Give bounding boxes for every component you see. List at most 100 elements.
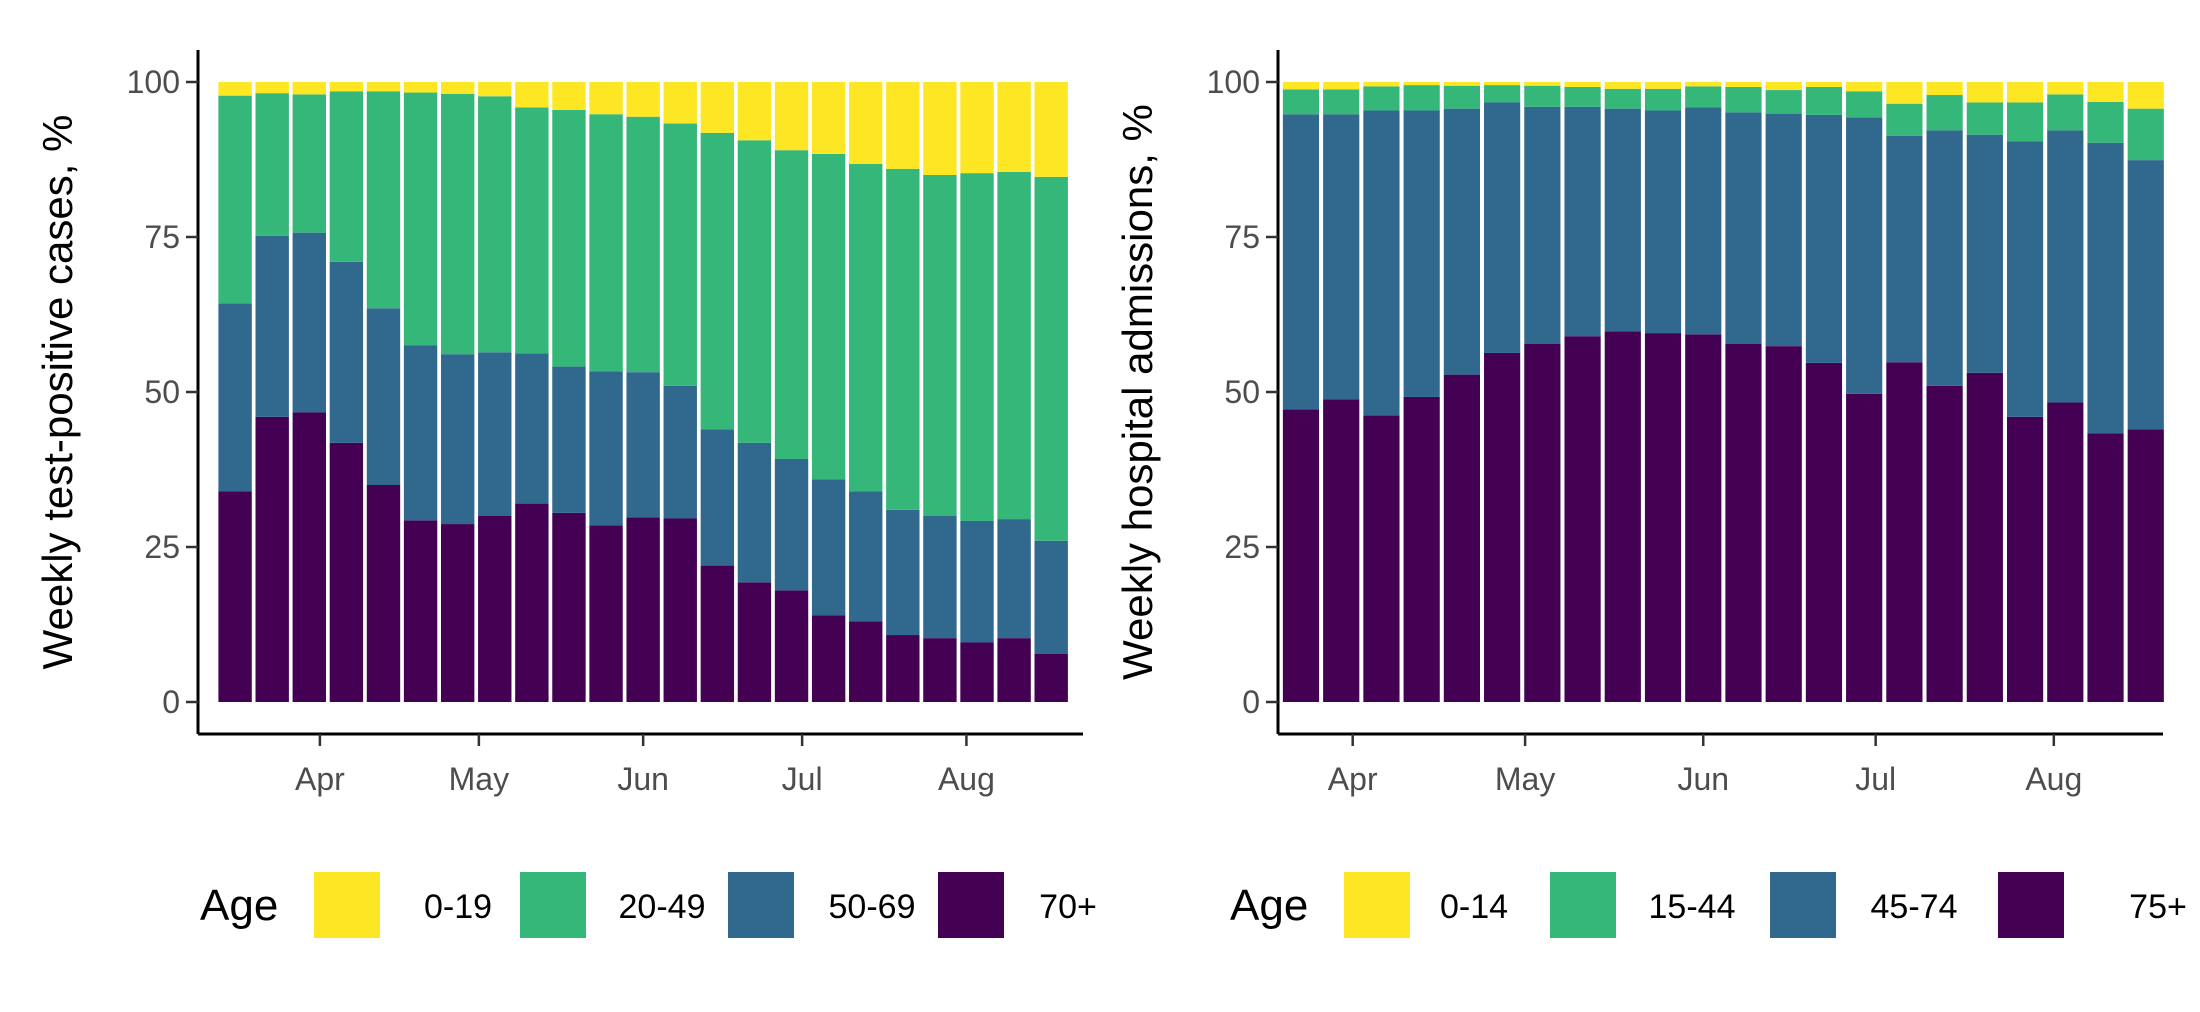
legend-swatch-0-19 — [314, 872, 380, 938]
legend-swatch-0-14 — [1344, 872, 1410, 938]
bar-15-44-2020-04-20 — [1443, 85, 1480, 109]
x-tick-label-aug: Aug — [938, 761, 995, 797]
bar-0-19-2020-05-11 — [515, 82, 549, 108]
bar-45-74-2020-05-04 — [1524, 106, 1561, 344]
bars — [218, 82, 1068, 702]
bar-0-14-2020-06-15 — [1765, 82, 1802, 91]
bar-0-14-2020-05-04 — [1524, 82, 1561, 86]
bar-0-14-2020-05-18 — [1604, 82, 1641, 89]
bar-15-44-2020-05-11 — [1564, 86, 1601, 107]
bar-0-19-2020-05-18 — [552, 82, 586, 110]
bar-75plus-2020-06-29 — [1846, 393, 1883, 702]
bar-70plus-2020-07-27 — [923, 638, 957, 702]
bar-70plus-2020-08-10 — [997, 638, 1031, 702]
bar-70plus-2020-06-08 — [663, 518, 697, 702]
bar-70plus-2020-08-03 — [960, 642, 994, 702]
bar-15-44-2020-05-04 — [1524, 85, 1561, 107]
bar-20-49-2020-07-20 — [886, 168, 920, 510]
bar-50-69-2020-07-20 — [886, 509, 920, 636]
bar-75plus-2020-04-06 — [1363, 415, 1400, 702]
legend-swatch-15-44 — [1550, 872, 1616, 938]
bar-75plus-2020-06-15 — [1765, 346, 1802, 702]
bar-20-49-2020-07-13 — [849, 163, 883, 492]
y-tick-label: 100 — [127, 64, 180, 100]
bar-0-19-2020-04-13 — [366, 82, 401, 92]
bar-45-74-2020-07-27 — [2006, 141, 2044, 417]
bar-20-49-2020-08-10 — [997, 171, 1031, 520]
bar-20-49-2020-06-22 — [737, 140, 772, 443]
bar-0-19-2020-04-20 — [403, 82, 438, 93]
bar-15-44-2020-04-06 — [1363, 86, 1400, 111]
bar-20-49-2020-03-30 — [292, 94, 326, 233]
bar-45-74-2020-08-17 — [2127, 160, 2164, 430]
legend-swatch-75plus — [1998, 872, 2064, 938]
x-tick-label-apr: Apr — [295, 761, 345, 797]
bar-75plus-2020-03-30 — [1323, 399, 1360, 702]
bar-70plus-2020-03-16 — [218, 491, 252, 702]
bar-20-49-2020-07-06 — [811, 153, 846, 480]
bar-15-44-2020-03-30 — [1323, 89, 1360, 115]
bar-20-49-2020-07-27 — [923, 175, 957, 516]
bar-45-74-2020-08-10 — [2087, 142, 2124, 434]
bar-20-49-2020-04-27 — [440, 93, 475, 355]
bar-45-74-2020-04-27 — [1484, 102, 1521, 353]
bar-0-14-2020-06-22 — [1805, 82, 1843, 87]
bar-0-19-2020-08-17 — [1034, 82, 1068, 177]
y-tick-label: 50 — [144, 374, 180, 410]
bar-0-14-2020-07-27 — [2006, 82, 2044, 103]
y-tick-label: 75 — [144, 219, 180, 255]
bar-70plus-2020-07-13 — [849, 621, 883, 702]
bar-75plus-2020-04-20 — [1443, 374, 1480, 702]
legend-label-50-69: 50-69 — [829, 888, 916, 926]
bar-45-74-2020-06-01 — [1685, 107, 1722, 335]
bar-20-49-2020-08-17 — [1034, 176, 1068, 541]
bar-15-44-2020-07-27 — [2006, 102, 2044, 142]
bar-45-74-2020-06-15 — [1765, 113, 1802, 347]
bar-15-44-2020-06-01 — [1685, 86, 1722, 108]
bar-0-19-2020-04-06 — [329, 82, 364, 92]
bar-50-69-2020-06-29 — [774, 458, 809, 591]
x-tick-label-jun: Jun — [1677, 761, 1729, 797]
bar-75plus-2020-08-10 — [2087, 433, 2124, 702]
bar-0-19-2020-05-04 — [478, 82, 512, 97]
bar-0-14-2020-05-11 — [1564, 82, 1601, 87]
legend-title: Age — [200, 881, 278, 930]
legend-swatch-70plus — [938, 872, 1004, 938]
bar-50-69-2020-05-11 — [515, 353, 549, 504]
bar-0-14-2020-06-29 — [1846, 82, 1883, 92]
bar-20-49-2020-04-13 — [366, 91, 401, 309]
bar-15-44-2020-08-17 — [2127, 108, 2164, 161]
bar-50-69-2020-07-13 — [849, 491, 883, 622]
bar-70plus-2020-07-20 — [886, 635, 920, 702]
bar-0-14-2020-06-01 — [1685, 82, 1722, 87]
bar-45-74-2020-04-06 — [1363, 110, 1400, 416]
bar-50-69-2020-08-03 — [960, 520, 994, 643]
bar-20-49-2020-04-06 — [329, 91, 364, 262]
bar-75plus-2020-04-27 — [1484, 352, 1521, 702]
bar-70plus-2020-06-15 — [700, 565, 735, 702]
x-tick-label-jun: Jun — [617, 761, 669, 797]
y-axis-title: Weekly test-positive cases, % — [34, 115, 81, 670]
bar-20-49-2020-05-11 — [515, 107, 549, 354]
bar-70plus-2020-03-23 — [255, 416, 289, 702]
bar-20-49-2020-05-25 — [589, 114, 623, 372]
bar-50-69-2020-08-10 — [997, 519, 1031, 639]
bar-0-14-2020-04-27 — [1484, 82, 1521, 86]
bar-75plus-2020-08-17 — [2127, 429, 2164, 702]
bar-0-14-2020-05-25 — [1644, 82, 1682, 89]
legend-label-15-44: 15-44 — [1649, 888, 1736, 926]
bar-50-69-2020-05-25 — [589, 371, 623, 526]
legend: Age 0-19 20-49 50-69 70+ — [200, 872, 1097, 938]
legend-label-0-19: 0-19 — [424, 888, 492, 926]
legend-label-45-74: 45-74 — [1871, 888, 1958, 926]
bar-0-14-2020-07-06 — [1886, 82, 1923, 104]
bar-0-14-2020-04-06 — [1363, 82, 1400, 87]
bar-70plus-2020-03-30 — [292, 412, 326, 702]
bar-20-49-2020-06-01 — [626, 116, 660, 373]
bar-15-44-2020-06-15 — [1765, 90, 1802, 114]
y-tick-label: 50 — [1224, 374, 1260, 410]
bar-50-69-2020-06-15 — [700, 429, 735, 566]
bar-75plus-2020-06-01 — [1685, 334, 1722, 702]
bar-70plus-2020-05-18 — [552, 512, 586, 702]
